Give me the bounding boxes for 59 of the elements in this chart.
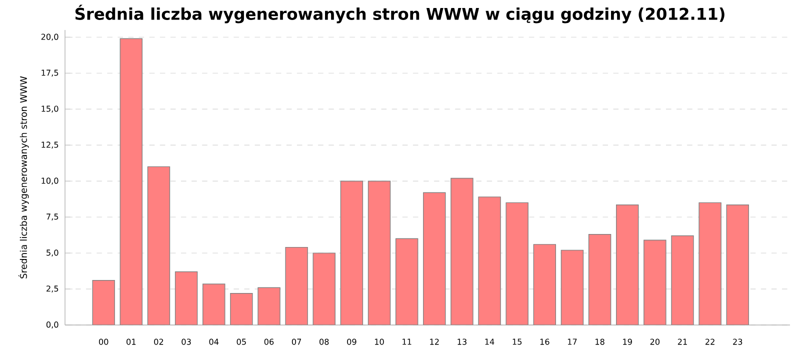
y-tick-label: 0,0 [46,322,58,328]
bar [588,234,612,325]
x-tick-label: 11 [402,338,412,345]
bar [340,180,364,325]
bar [616,204,639,325]
bar [368,180,391,325]
y-tick-label: 17,5 [42,70,58,77]
x-tick-label: 15 [512,338,522,345]
y-tick-label: 2,5 [46,286,58,292]
x-tick-label: 03 [182,338,191,345]
x-tick-label: 12 [430,338,439,345]
x-tick-label: 08 [320,338,329,345]
bar [506,202,528,325]
x-tick-label: 20 [650,338,660,345]
bar [202,284,226,325]
x-tick-label: 02 [154,338,164,345]
bar [450,178,474,325]
x-tick-label: 21 [678,338,687,345]
bar [671,235,694,325]
bar [423,192,446,325]
bar [395,238,418,325]
bar [174,271,198,325]
y-axis-title: Średnia liczba wygenerowanych stron WWW [18,76,29,278]
y-tick-label: 15,0 [42,106,58,113]
x-tick-label: 14 [485,338,494,345]
bar [560,250,584,325]
bar [120,38,143,325]
x-tick-label: 16 [540,338,550,345]
y-tick-label: 20,0 [41,34,58,41]
x-tick-label: 18 [596,338,604,345]
x-tick-label: 09 [347,338,356,345]
x-tick-label: 23 [733,338,742,345]
bar [92,280,115,325]
bar [478,196,501,325]
x-tick-label: 17 [568,338,577,345]
x-tick-label: 22 [705,338,714,345]
bar [533,244,556,325]
x-tick-label: 19 [623,338,632,345]
y-tick-label: 10,0 [42,178,58,185]
x-tick-label: 00 [98,338,108,345]
x-tick-label: 01 [126,338,136,345]
bar [258,287,280,325]
x-tick-label: 04 [209,338,219,345]
y-tick-label: 7,5 [46,214,58,220]
bar [698,202,722,325]
y-tick-label: 5,0 [46,250,58,257]
x-tick-label: 06 [264,338,274,345]
x-tick-label: 13 [458,338,466,345]
bar [285,246,308,325]
bar [644,240,666,325]
bar [726,204,749,325]
x-tick-label: 05 [236,338,246,345]
x-tick-label: 07 [292,338,301,345]
bar [312,252,336,325]
x-tick-label: 10 [375,338,384,345]
bar [147,166,170,325]
y-tick-label: 12,5 [42,142,58,149]
chart-title: Średnia liczba wygenerowanych stron WWW w ciągu godziny (2012.11) [75,4,724,24]
bar [230,292,253,325]
